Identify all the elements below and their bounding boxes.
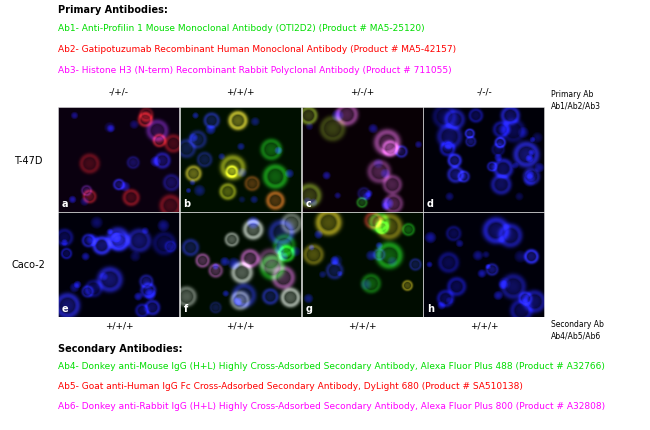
Text: Caco-2: Caco-2: [11, 260, 45, 270]
Text: Ab6- Donkey anti-Rabbit IgG (H+L) Highly Cross-Adsorbed Secondary Antibody, Alex: Ab6- Donkey anti-Rabbit IgG (H+L) Highly…: [58, 401, 605, 410]
Text: a: a: [62, 198, 68, 208]
Text: Ab1- Anti-Profilin 1 Mouse Monoclonal Antibody (OTI2D2) (Product # MA5-25120): Ab1- Anti-Profilin 1 Mouse Monoclonal An…: [58, 24, 424, 33]
Text: Ab2- Gatipotuzumab Recombinant Human Monoclonal Antibody (Product # MA5-42157): Ab2- Gatipotuzumab Recombinant Human Mon…: [58, 45, 456, 54]
Text: +/+/+: +/+/+: [348, 321, 376, 330]
Text: -/+/-: -/+/-: [109, 88, 129, 97]
Text: Primary Antibodies:: Primary Antibodies:: [58, 5, 168, 15]
Text: f: f: [183, 303, 188, 313]
Text: Secondary Antibodies:: Secondary Antibodies:: [58, 343, 183, 353]
Text: Primary Ab
Ab1/Ab2/Ab3: Primary Ab Ab1/Ab2/Ab3: [551, 90, 601, 111]
Text: +/+/+: +/+/+: [105, 321, 133, 330]
Text: +/-/+: +/-/+: [350, 88, 374, 97]
Text: e: e: [62, 303, 68, 313]
Text: b: b: [183, 198, 190, 208]
Text: -/-/-: -/-/-: [476, 88, 492, 97]
Text: g: g: [305, 303, 312, 313]
Text: +/+/+: +/+/+: [470, 321, 499, 330]
Text: Ab5- Goat anti-Human IgG Fc Cross-Adsorbed Secondary Antibody, DyLight 680 (Prod: Ab5- Goat anti-Human IgG Fc Cross-Adsorb…: [58, 381, 523, 390]
Text: h: h: [427, 303, 434, 313]
Text: Ab4- Donkey anti-Mouse IgG (H+L) Highly Cross-Adsorbed Secondary Antibody, Alexa: Ab4- Donkey anti-Mouse IgG (H+L) Highly …: [58, 361, 605, 370]
Text: +/+/+: +/+/+: [226, 88, 255, 97]
Text: +/+/+: +/+/+: [226, 321, 255, 330]
Text: c: c: [305, 198, 311, 208]
Text: T-47D: T-47D: [14, 155, 42, 165]
Text: d: d: [427, 198, 434, 208]
Text: Ab3- Histone H3 (N-term) Recombinant Rabbit Polyclonal Antibody (Product # 71105: Ab3- Histone H3 (N-term) Recombinant Rab…: [58, 66, 452, 75]
Text: Secondary Ab
Ab4/Ab5/Ab6: Secondary Ab Ab4/Ab5/Ab6: [551, 319, 604, 340]
